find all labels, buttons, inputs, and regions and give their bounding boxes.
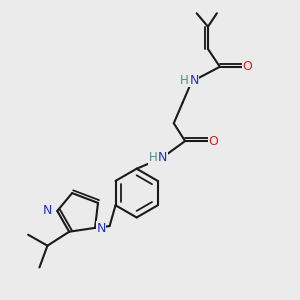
Text: H: H (148, 151, 157, 164)
Text: N: N (158, 151, 167, 164)
Text: N: N (96, 222, 106, 235)
Text: O: O (208, 135, 218, 148)
Text: N: N (43, 204, 52, 217)
Text: O: O (243, 60, 252, 73)
Text: H: H (180, 74, 189, 87)
Text: N: N (189, 74, 199, 87)
